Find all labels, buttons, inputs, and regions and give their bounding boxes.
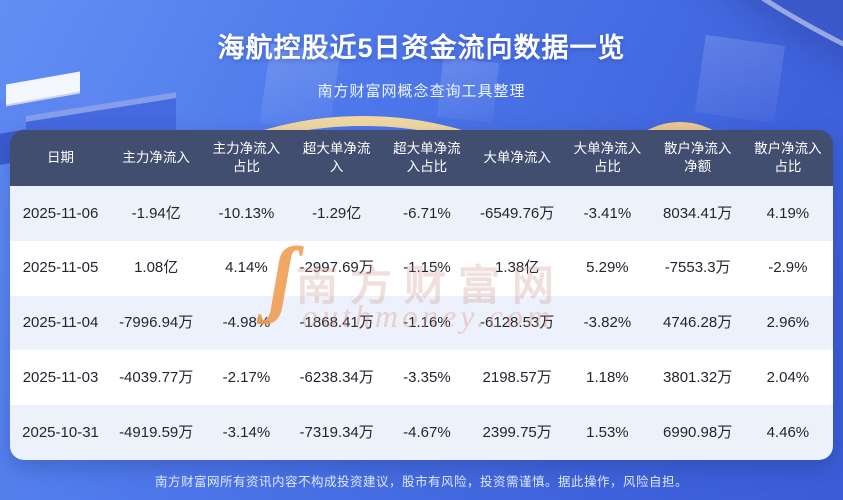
gold-arc-decoration bbox=[118, 116, 608, 446]
table-cell: 1.53% bbox=[586, 423, 629, 441]
table-cell: -4.67% bbox=[403, 423, 451, 441]
table-row: 2025-11-06 -1.94亿 -10.13% -1.29亿 -6.71% -6549… bbox=[10, 186, 833, 241]
table-cell: -1.94亿 bbox=[131, 204, 181, 222]
page-title: 海航控股近5日资金流向数据一览 bbox=[217, 33, 626, 63]
table-cell: 4.19% bbox=[766, 204, 810, 222]
header-cell: 超大单净流入占比 bbox=[393, 140, 461, 174]
table-cell: 2399.75万 bbox=[482, 423, 552, 441]
table-cell: -1868.41万 bbox=[299, 314, 374, 332]
table-cell: -6238.34万 bbox=[299, 369, 374, 387]
table-cell: -1.16% bbox=[403, 314, 451, 332]
table-cell: -2997.69万 bbox=[299, 259, 374, 277]
table-cell: 2025-10-31 bbox=[22, 423, 99, 441]
table-row: 2025-11-03 -4039.77万 -2.17% -6238.34万 -3.35%… bbox=[10, 350, 833, 406]
table-cell: -2.9% bbox=[768, 259, 808, 277]
table-cell: 2.04% bbox=[766, 369, 810, 387]
table-cell: 4.14% bbox=[225, 259, 268, 277]
table-cell: 1.38亿 bbox=[495, 259, 540, 277]
table-cell: 4.46% bbox=[766, 423, 810, 441]
footer-disclaimer: 南方财富网所有资讯内容不构成投资建议，股市有风险，投资需谨慎。据此操作，风险自担… bbox=[154, 474, 688, 489]
table-cell: -1.15% bbox=[403, 259, 451, 277]
table-cell: -7996.94万 bbox=[119, 314, 194, 332]
table-header-row: 日期 主力净流入 主力净流入占比 超大单净流入 超大单净流入占比 大单净流入 大单净流入占比… bbox=[10, 130, 833, 186]
table-cell: 2025-11-05 bbox=[22, 259, 99, 277]
table-cell: 2.96% bbox=[766, 314, 810, 332]
table-body: 2025-11-06 -1.94亿 -10.13% -1.29亿 -6.71% -6549… bbox=[10, 186, 833, 460]
table-cell: 3801.32万 bbox=[663, 369, 733, 387]
table-cell: -2.17% bbox=[222, 369, 271, 387]
header-cell: 散户净流入占比 bbox=[754, 140, 822, 174]
table-cell: 2025-11-04 bbox=[22, 314, 99, 332]
table-cell: -1.29亿 bbox=[312, 204, 362, 222]
table-cell: 2198.57万 bbox=[482, 369, 552, 387]
table-cell: -7553.3万 bbox=[664, 259, 731, 277]
table-cell: -7319.34万 bbox=[299, 423, 374, 441]
table-row: 2025-11-04 -7996.94万 -4.98% -1868.41万 -1.16%… bbox=[10, 295, 833, 351]
table-cell: 5.29% bbox=[586, 259, 629, 277]
table-cell: 6990.98万 bbox=[663, 423, 733, 441]
table-cell: -10.13% bbox=[218, 204, 275, 222]
table-cell: -6549.76万 bbox=[480, 204, 555, 222]
table-cell: -4039.77万 bbox=[119, 369, 194, 387]
table-cell: -6.71% bbox=[403, 204, 451, 222]
table-cell: -6128.53万 bbox=[480, 314, 555, 332]
table-cell: -3.14% bbox=[222, 423, 271, 441]
header-cell: 散户净流入净额 bbox=[663, 140, 732, 174]
gold-arc-small-decoration bbox=[600, 122, 760, 310]
header-cell: 大单净流入占比 bbox=[573, 140, 642, 174]
page-subtitle: 南方财富网概念查询工具整理 bbox=[317, 83, 526, 100]
header-cell: 日期 bbox=[47, 149, 75, 165]
header-cell: 主力净流入 bbox=[122, 149, 190, 165]
table-cell: -3.41% bbox=[583, 204, 632, 222]
table-cell: -4919.59万 bbox=[119, 423, 194, 441]
table-cell: 1.18% bbox=[586, 369, 629, 387]
table-row: 2025-11-05 1.08亿 4.14% -2997.69万 -1.15% 1.38亿… bbox=[10, 240, 833, 296]
table-cell: 2025-11-06 bbox=[22, 204, 99, 222]
table-cell: -3.35% bbox=[403, 369, 451, 387]
table-cell: -4.98% bbox=[222, 314, 271, 332]
header-cell: 超大单净流入 bbox=[302, 140, 371, 174]
table-row: 2025-10-31 -4919.59万 -3.14% -7319.34万 -4.67%… bbox=[10, 405, 833, 460]
table-cell: 8034.41万 bbox=[663, 204, 733, 222]
table-cell: 1.08亿 bbox=[134, 259, 179, 277]
header-cell: 主力净流入占比 bbox=[212, 140, 281, 174]
table-cell: -3.82% bbox=[583, 314, 632, 332]
table-cell: 4746.28万 bbox=[663, 314, 733, 332]
header-cell: 大单净流入 bbox=[483, 149, 551, 165]
fund-flow-table: 日期 主力净流入 主力净流入占比 超大单净流入 超大单净流入占比 大单净流入 大单净流入占比… bbox=[10, 130, 833, 460]
table-cell: 2025-11-03 bbox=[22, 369, 99, 387]
